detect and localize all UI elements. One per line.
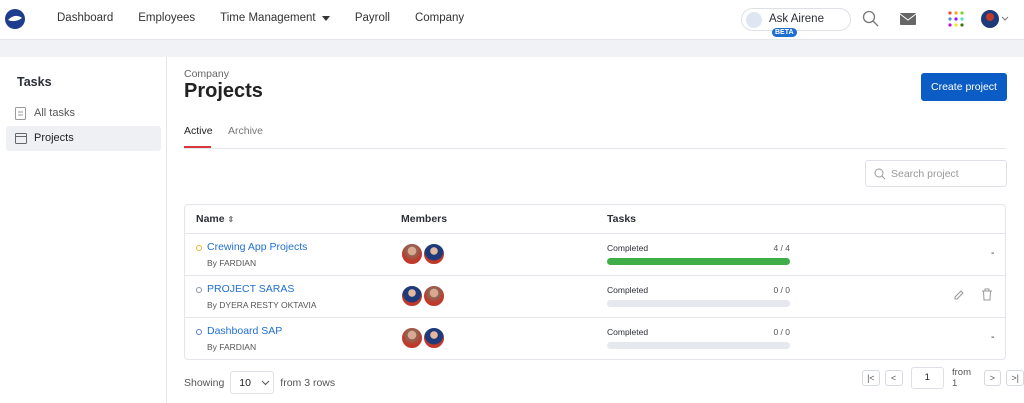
row-action-empty: - bbox=[991, 247, 995, 259]
task-status: Completed bbox=[607, 327, 649, 337]
status-dot bbox=[196, 287, 202, 293]
page-count: from 1 bbox=[952, 367, 971, 389]
column-header: Tasks bbox=[607, 213, 636, 225]
status-dot bbox=[196, 329, 202, 335]
member-avatar bbox=[401, 327, 423, 349]
member-avatar bbox=[423, 243, 445, 265]
sidebar-item-label: Projects bbox=[34, 132, 74, 144]
sidebar-item[interactable]: All tasks bbox=[6, 101, 161, 126]
pagination: |< < 1 from 1 > >| bbox=[862, 367, 1024, 389]
edit-icon[interactable] bbox=[953, 289, 965, 301]
next-page[interactable]: > bbox=[983, 370, 1002, 386]
project-row: Crewing App Projects By FARDIAN Completed 4… bbox=[185, 233, 1005, 275]
sidebar-title: Tasks bbox=[17, 75, 52, 89]
column-label: Name bbox=[196, 213, 225, 225]
search-icon[interactable] bbox=[862, 10, 880, 28]
project-owner: By DYERA RESTY OKTAVIA bbox=[207, 300, 317, 310]
first-page[interactable]: |< bbox=[862, 370, 880, 386]
last-page[interactable]: >| bbox=[1006, 370, 1024, 386]
user-avatar[interactable] bbox=[980, 9, 1010, 29]
progress-bar bbox=[607, 258, 790, 265]
nav-item-label: Dashboard bbox=[57, 12, 114, 24]
nav-item-label: Payroll bbox=[354, 12, 390, 24]
project-name[interactable]: Dashboard SAP bbox=[207, 325, 283, 337]
sidebar: Tasks All tasks Projects bbox=[0, 57, 167, 403]
progress-track bbox=[607, 342, 790, 349]
member-avatar bbox=[423, 327, 445, 349]
progress-track bbox=[607, 258, 790, 265]
project-row: PROJECT SARAS By DYERA RESTY OKTAVIA Compl… bbox=[185, 275, 1005, 317]
project-owner: By FARDIAN bbox=[207, 258, 257, 268]
nav-item-label: Employees bbox=[138, 12, 196, 24]
project-owner: By FARDIAN bbox=[207, 342, 257, 352]
assistant-label: Ask Airene bbox=[769, 13, 824, 25]
nav-item-label: Time Management bbox=[220, 12, 316, 24]
showing-label: Showing bbox=[184, 376, 225, 389]
nav-item[interactable]: Dashboard bbox=[57, 12, 113, 24]
delete-icon[interactable] bbox=[981, 288, 993, 301]
beta-badge: BETA bbox=[772, 28, 797, 37]
page-input[interactable]: 1 bbox=[910, 367, 944, 389]
progress-track bbox=[607, 300, 790, 307]
column-header[interactable]: Name ⇕ bbox=[196, 213, 235, 225]
member-avatar bbox=[401, 285, 423, 307]
assistant-icon bbox=[746, 12, 762, 28]
top-nav: Dashboard Employees Time Management Payrol… bbox=[0, 0, 1024, 40]
search-input[interactable]: Search project bbox=[865, 160, 1007, 187]
task-count: 0 / 0 bbox=[773, 327, 790, 337]
nav-item[interactable]: Employees bbox=[138, 12, 195, 24]
member-avatar bbox=[423, 285, 445, 307]
prev-page[interactable]: < bbox=[884, 370, 903, 386]
nav-item-label: Company bbox=[414, 12, 465, 24]
row-action-empty: - bbox=[991, 331, 995, 343]
tab-divider bbox=[184, 148, 1006, 149]
task-status: Completed bbox=[607, 243, 649, 253]
status-dot bbox=[196, 245, 202, 251]
rows-count: from 3 rows bbox=[280, 376, 336, 389]
mail-icon[interactable] bbox=[900, 13, 916, 25]
pagination-info: Showing 10 from 3 rows bbox=[184, 371, 335, 394]
project-row: Dashboard SAP By FARDIAN Completed 0 / 0 - bbox=[185, 317, 1005, 359]
project-name[interactable]: Crewing App Projects bbox=[207, 241, 308, 253]
task-count: 4 / 4 bbox=[773, 243, 790, 253]
page-size: 10 bbox=[239, 377, 251, 389]
breadcrumb: Company bbox=[184, 68, 229, 80]
task-count: 0 / 0 bbox=[773, 285, 790, 295]
tab[interactable]: Archive bbox=[228, 125, 264, 137]
projects-table: Name ⇕ Members Tasks Crewing App Project… bbox=[184, 204, 1006, 360]
logo bbox=[5, 9, 25, 29]
nav-item[interactable]: Time Management bbox=[220, 12, 330, 24]
nav-items: Dashboard Employees Time Management Payrol… bbox=[57, 12, 464, 24]
ask-airene[interactable]: Ask Airene BETA bbox=[741, 8, 851, 37]
nav-item[interactable]: Company bbox=[415, 12, 464, 24]
tab-active[interactable]: Active bbox=[184, 125, 213, 137]
page-size-select[interactable]: 10 bbox=[230, 371, 275, 394]
tab-indicator bbox=[184, 146, 211, 148]
project-name[interactable]: PROJECT SARAS bbox=[207, 283, 295, 295]
create-project-button[interactable]: Create project bbox=[921, 73, 1007, 101]
sidebar-item-active[interactable]: Projects bbox=[6, 126, 161, 151]
column-header: Members bbox=[401, 213, 448, 225]
page-title: Projects bbox=[184, 80, 263, 102]
task-status: Completed bbox=[607, 285, 649, 295]
sidebar-item-label: All tasks bbox=[34, 107, 75, 119]
subheader-band bbox=[0, 40, 1024, 57]
member-avatar bbox=[401, 243, 423, 265]
search-placeholder: Search project bbox=[891, 168, 959, 180]
apps-icon[interactable] bbox=[947, 10, 965, 28]
nav-item[interactable]: Payroll bbox=[355, 12, 390, 24]
